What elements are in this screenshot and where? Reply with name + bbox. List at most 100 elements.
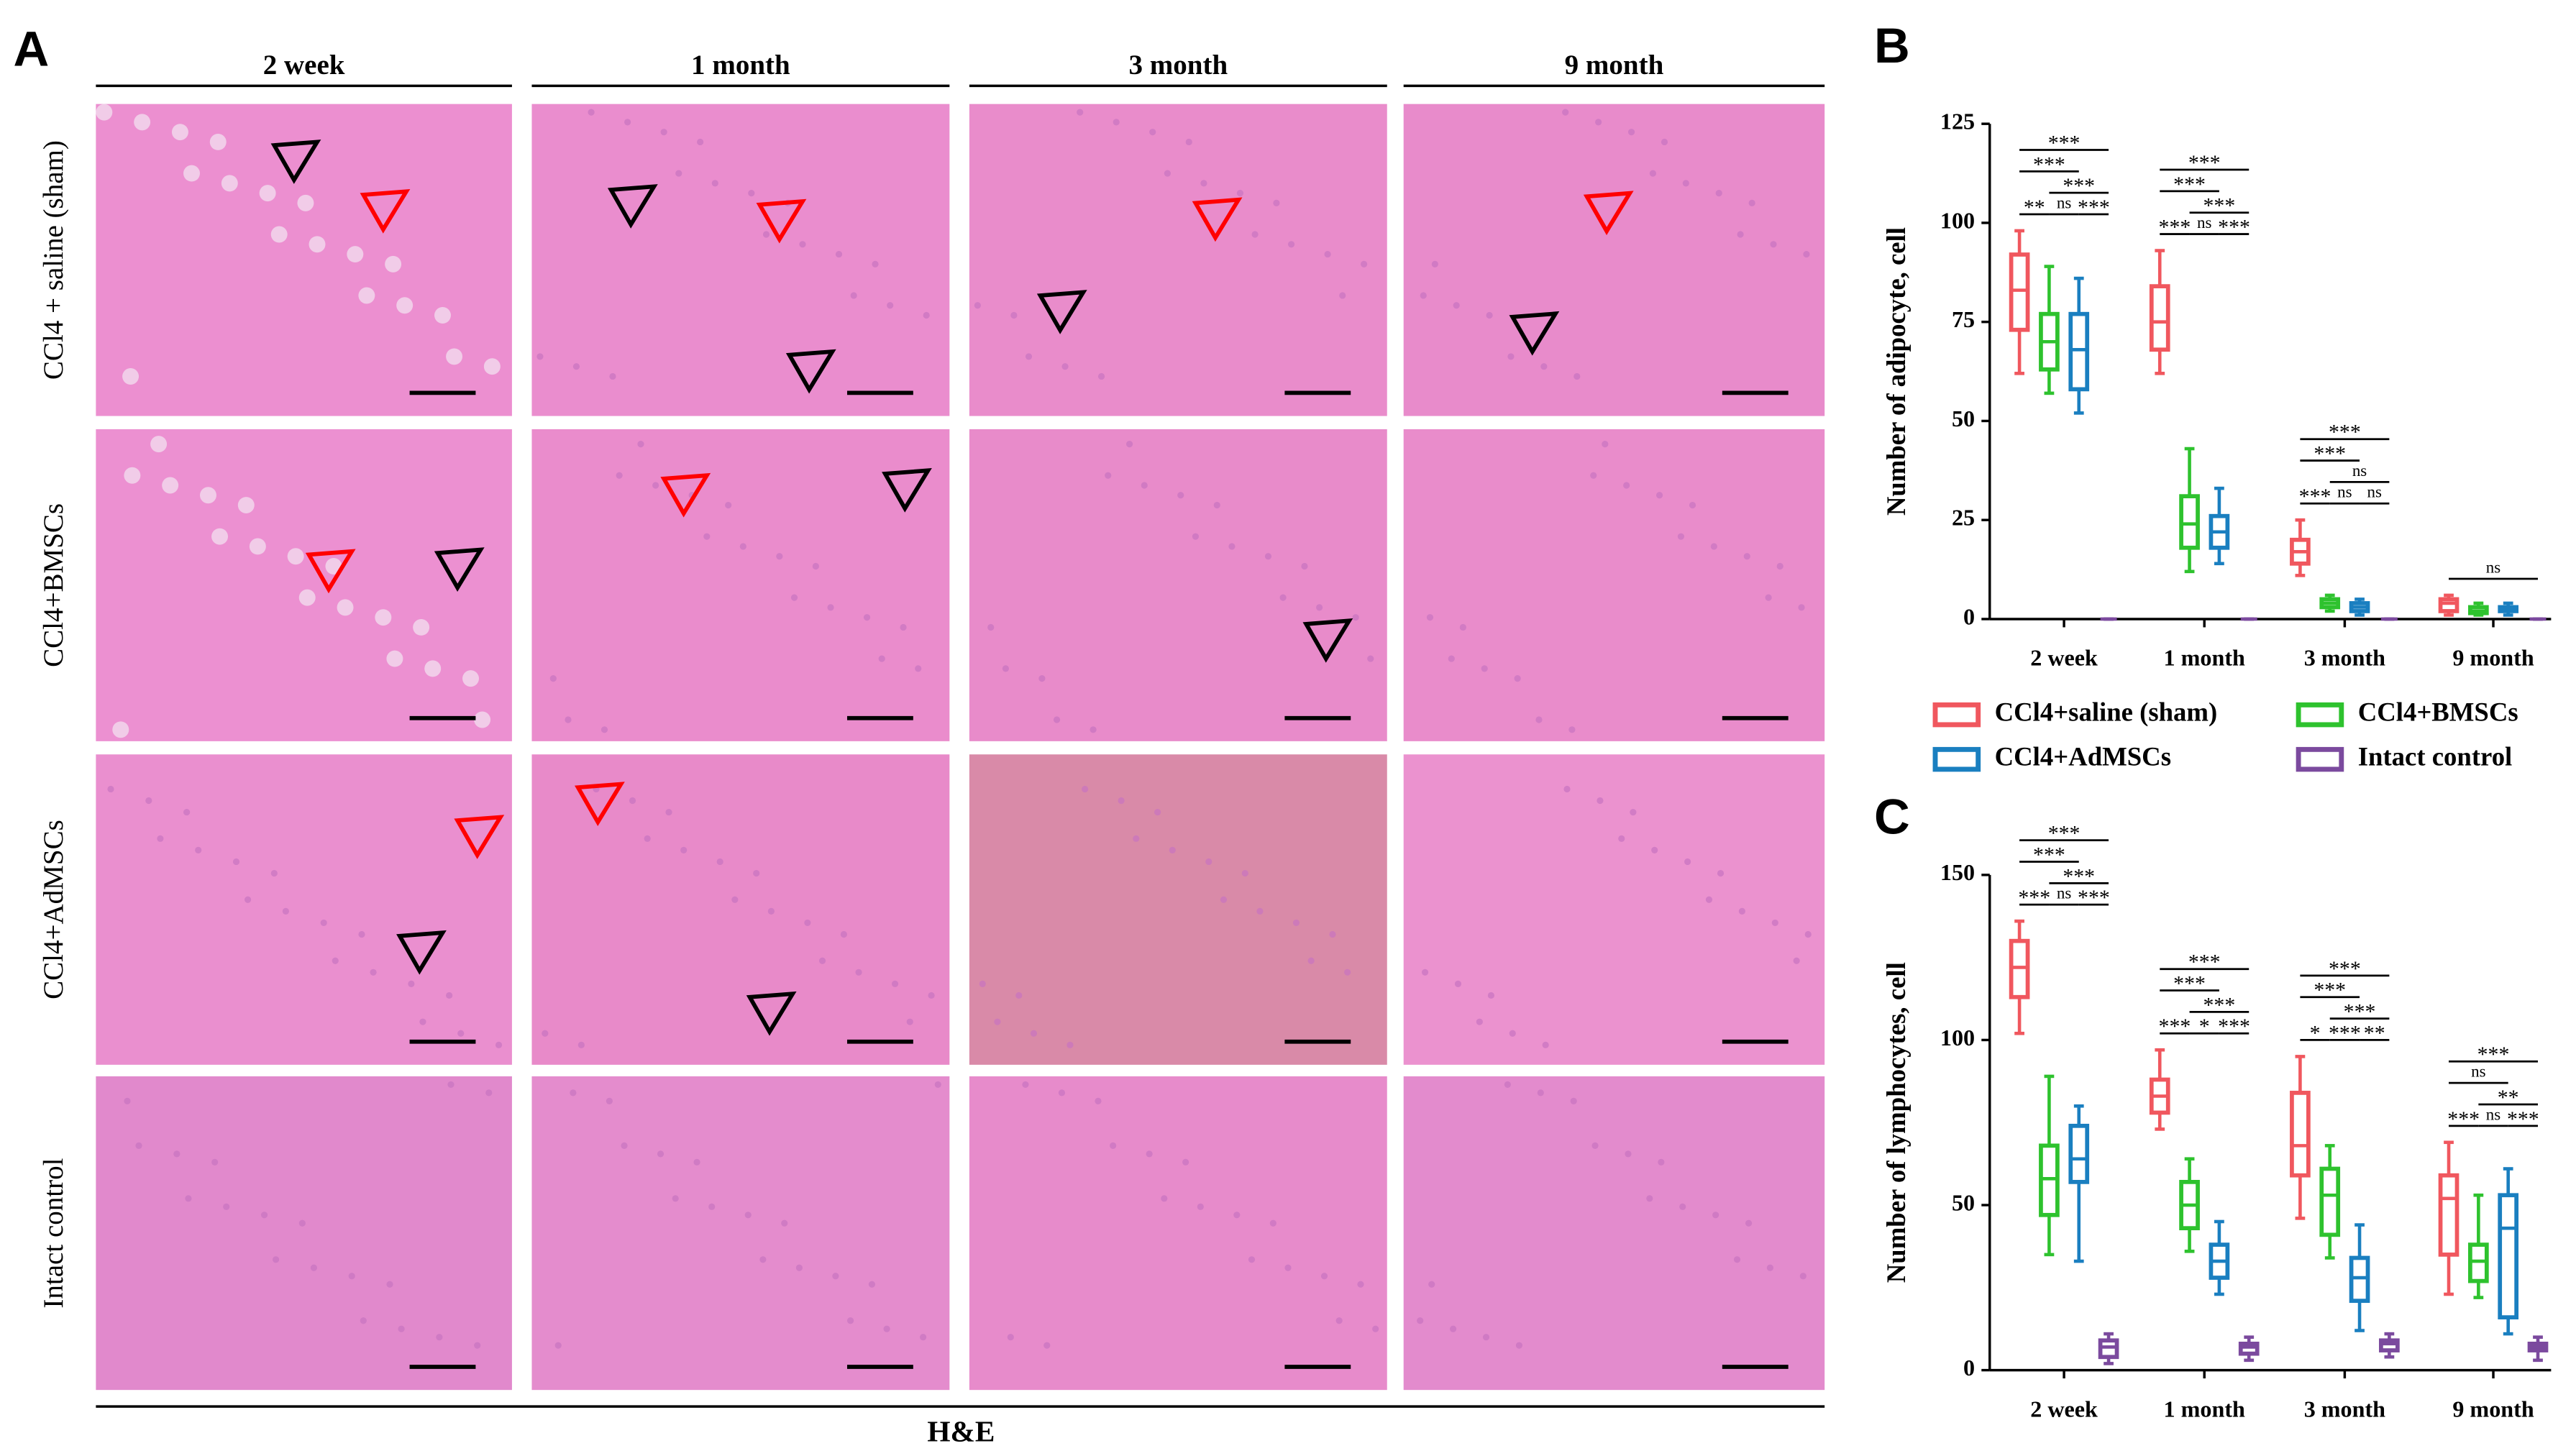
cell-texture — [1715, 190, 1722, 197]
histology-image — [531, 1076, 950, 1391]
significance-label: *** — [2188, 151, 2221, 175]
footer-label: H&E — [927, 1415, 995, 1448]
cell-texture — [660, 129, 667, 136]
cell-texture — [1618, 835, 1625, 842]
arrowhead — [270, 139, 321, 184]
cell-texture — [711, 180, 718, 187]
cell-texture — [199, 487, 216, 504]
cell-texture — [434, 307, 451, 324]
x-tick-label: 9 month — [2452, 1396, 2534, 1421]
arrowhead — [1036, 290, 1087, 334]
cell-texture — [1417, 1317, 1424, 1324]
histology-image — [969, 429, 1387, 741]
y-tick-label: 25 — [1952, 505, 1975, 531]
y-axis-label: Number of lymphocytes, cell — [1881, 962, 1911, 1283]
cell-texture — [195, 846, 202, 853]
cell-texture — [1705, 896, 1713, 903]
column-header: 1 month — [691, 50, 790, 81]
cell-texture — [413, 618, 430, 636]
cell-texture — [287, 548, 304, 565]
significance-label: * — [2199, 1015, 2210, 1038]
cell-texture — [107, 785, 114, 793]
cell-texture — [795, 1264, 803, 1271]
significance-label: *** — [2033, 843, 2065, 866]
x-tick-label: 9 month — [2452, 645, 2534, 671]
cell-texture — [565, 716, 572, 723]
panel-label: B — [1874, 18, 1910, 73]
cell-texture — [1279, 594, 1287, 601]
cell-texture — [600, 726, 608, 733]
x-tick-label: 3 month — [2304, 645, 2385, 671]
histology-image — [96, 1076, 512, 1391]
arrowhead — [305, 549, 356, 594]
cell-texture — [863, 614, 871, 621]
arrowhead — [785, 349, 836, 394]
cell-texture — [1095, 1097, 1102, 1104]
cell-texture — [1646, 1195, 1653, 1202]
cell-texture — [1192, 533, 1200, 540]
cell-texture — [1486, 311, 1493, 319]
cell-texture — [716, 858, 723, 866]
cell-texture — [1793, 957, 1800, 964]
cell-texture — [855, 969, 862, 976]
cell-texture — [1149, 129, 1156, 136]
box — [2498, 1193, 2519, 1320]
cell-texture — [1118, 797, 1125, 805]
arrowhead — [1302, 618, 1353, 663]
cell-texture — [1630, 809, 1637, 816]
significance-label: ** — [2364, 1021, 2385, 1045]
cell-texture — [1655, 492, 1663, 499]
cell-texture — [270, 226, 288, 243]
cell-texture — [1030, 1030, 1038, 1037]
significance-label: *** — [2063, 864, 2095, 888]
row-label: CCl4+AdMSCs — [38, 820, 69, 999]
cell-texture — [162, 477, 179, 494]
cell-texture — [348, 1273, 355, 1280]
significance-label: *** — [2048, 822, 2081, 846]
arrowhead — [454, 815, 505, 859]
cell-texture — [748, 190, 755, 197]
cell-texture — [237, 497, 255, 514]
legend-swatch — [1932, 746, 1981, 772]
cell-texture — [1177, 492, 1184, 499]
cell-texture — [157, 835, 164, 842]
cell-texture — [1025, 353, 1033, 360]
cell-texture — [1602, 441, 1609, 448]
cell-texture — [211, 1158, 219, 1166]
cell-texture — [850, 292, 857, 299]
cell-texture — [1284, 1264, 1292, 1271]
cell-texture — [759, 1256, 767, 1263]
significance-label: *** — [2447, 1107, 2480, 1131]
cell-texture — [370, 969, 377, 976]
cell-texture — [554, 1342, 562, 1349]
cell-texture — [744, 1212, 752, 1219]
significance-label: *** — [2033, 152, 2065, 176]
cell-texture — [1320, 1273, 1328, 1280]
cell-texture — [1352, 614, 1359, 621]
cell-texture — [1372, 1325, 1379, 1332]
cell-texture — [934, 1081, 941, 1089]
cell-texture — [1765, 594, 1772, 601]
cell-texture — [906, 1018, 913, 1025]
cell-texture — [1367, 655, 1374, 662]
significance-label: *** — [2329, 957, 2361, 981]
cell-texture — [652, 482, 659, 489]
cell-texture — [485, 1089, 493, 1096]
cell-texture — [1448, 655, 1455, 662]
cell-texture — [1482, 1334, 1490, 1341]
cell-texture — [171, 124, 188, 141]
cell-texture — [1126, 441, 1133, 448]
cell-texture — [249, 538, 266, 555]
cell-texture — [536, 353, 544, 360]
cell-texture — [1010, 311, 1018, 319]
cell-texture — [923, 311, 930, 319]
cell-texture — [1649, 170, 1656, 177]
significance-label: *** — [2159, 1015, 2191, 1038]
cell-texture — [609, 372, 616, 380]
cell-texture — [1625, 1150, 1632, 1158]
cell-texture — [1776, 562, 1783, 570]
cell-texture — [124, 1097, 131, 1104]
significance-label: ns — [2486, 1105, 2500, 1123]
cell-texture — [1798, 604, 1805, 611]
box — [2009, 252, 2030, 332]
